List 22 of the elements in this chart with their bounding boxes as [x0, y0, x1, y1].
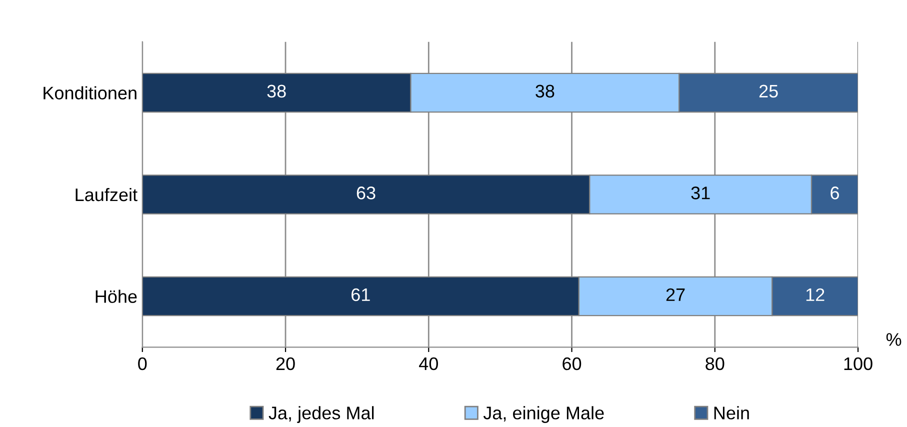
- data-label: 12: [806, 288, 824, 301]
- data-label: 31: [691, 186, 710, 200]
- data-label: 38: [267, 84, 286, 98]
- x-tick-label: 40: [419, 357, 438, 370]
- data-label: 27: [666, 288, 685, 301]
- x-tick-label: 60: [562, 357, 582, 370]
- y-tick-label: Höhe: [96, 290, 137, 303]
- legend-label: Ja, einige Male: [483, 406, 604, 423]
- data-label: 25: [759, 84, 778, 98]
- data-label: 6: [830, 186, 839, 200]
- y-tick-label: Konditionen: [44, 86, 136, 100]
- x-tick-label: 80: [706, 357, 724, 370]
- x-tick-label: 20: [276, 357, 295, 370]
- y-tick-label: Laufzeit: [76, 188, 138, 202]
- x-tick-label: 0: [138, 357, 147, 370]
- data-label: 38: [536, 84, 554, 98]
- legend-label: Ja, jedes Mal: [268, 406, 374, 423]
- x-axis-title: %: [886, 333, 902, 346]
- data-label: 61: [352, 288, 370, 302]
- x-tick-label: 100: [844, 357, 872, 370]
- data-label: 63: [356, 186, 376, 200]
- legend-label: Nein: [714, 406, 749, 420]
